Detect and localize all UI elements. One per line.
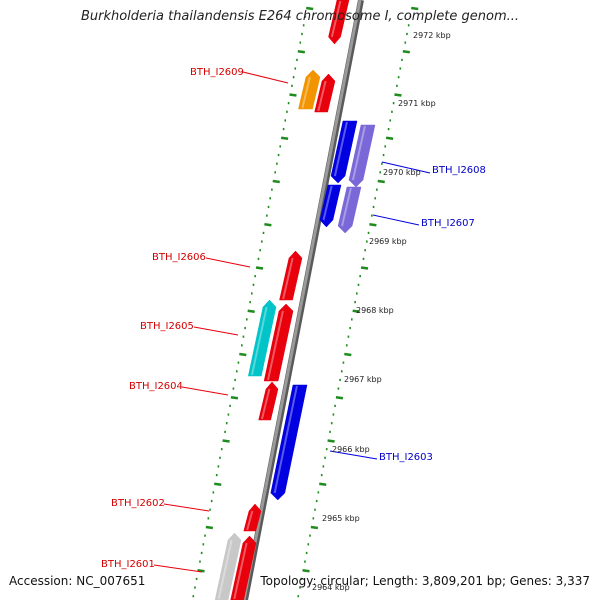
kbp-label: 2970 kbp: [383, 168, 421, 177]
tick-mark: [302, 568, 310, 573]
gene-feature-shine: [351, 125, 366, 181]
tick-mark: [394, 93, 402, 97]
tick-mark: [306, 6, 314, 11]
gene-feature-shine: [322, 185, 333, 221]
gene-label[interactable]: BTH_I2606: [152, 252, 206, 263]
gene-feature[interactable]: [328, 0, 350, 45]
gene-label[interactable]: BTH_I2604: [129, 381, 183, 392]
gene-feature[interactable]: [319, 184, 342, 228]
tick-mark: [297, 49, 306, 54]
gene-feature-shine: [217, 539, 233, 600]
tick-mark: [214, 482, 222, 487]
gene-label[interactable]: BTH_I2608: [432, 165, 486, 176]
kbp-label: 2967 kbp: [344, 375, 382, 384]
tick-mark: [230, 395, 239, 400]
gene-feature[interactable]: [270, 384, 308, 501]
gene-feature[interactable]: [248, 299, 277, 377]
gene-feature[interactable]: [337, 186, 362, 234]
kbp-label: 2968 kbp: [356, 306, 394, 315]
gene-feature-shine: [273, 385, 298, 494]
kbp-labels: 2972 kbp 2971 kbp 2970 kbp 2969 kbp 2968 kbp…: [312, 31, 451, 592]
gene-feature-shine: [341, 187, 352, 227]
gene-label-leader: [381, 161, 431, 174]
tick-mark: [319, 482, 327, 487]
gene-feature-shine: [317, 80, 327, 112]
gene-feature[interactable]: [330, 120, 358, 184]
gene-feature[interactable]: [348, 124, 376, 188]
gene-label-leader: [329, 450, 378, 460]
gene-label-leader: [153, 564, 203, 573]
kbp-label: 2966 kbp: [332, 445, 370, 454]
gene-labels: BTH_I2609 BTH_I2608 BTH_I2607 BTH_I2606 BTH_…: [101, 67, 486, 570]
gene-feature-shine: [301, 76, 311, 109]
tick-mark: [385, 136, 394, 141]
gene-feature[interactable]: [279, 250, 303, 301]
gene-feature-shine: [330, 0, 342, 38]
tick-mark: [335, 395, 344, 400]
map-title: Burkholderia thailandensis E264 chromoso…: [80, 9, 520, 24]
tick-mark: [411, 6, 419, 11]
tick-mark: [310, 525, 319, 530]
tick-mark: [344, 352, 352, 357]
gene-feature[interactable]: [243, 503, 262, 532]
kbp-label: 2964 kbp: [312, 583, 350, 592]
tick-mark: [255, 266, 264, 270]
tick-mark: [205, 525, 214, 530]
tick-mark: [402, 49, 411, 54]
tick-mark: [197, 568, 205, 573]
tick-mark: [327, 439, 335, 443]
gene-label-leader: [242, 71, 289, 84]
gene-feature[interactable]: [263, 303, 294, 382]
gene-label-leader: [193, 326, 239, 336]
tick-mark: [280, 136, 289, 141]
gene-feature-shine: [246, 510, 254, 531]
gene-feature[interactable]: [314, 73, 336, 113]
gene-label-leader: [181, 386, 229, 396]
gene-label[interactable]: BTH_I2605: [140, 321, 194, 332]
tick-track-left: [192, 6, 314, 598]
tick-mark: [222, 439, 230, 443]
gene-features: [214, 0, 376, 601]
gene-label[interactable]: BTH_I2601: [101, 559, 155, 570]
tick-mark: [247, 309, 255, 314]
gene-feature-shine: [233, 542, 248, 600]
gene-label-leaders: [153, 71, 431, 573]
tick-mark: [352, 309, 360, 314]
tick-track-right: [297, 6, 419, 598]
kbp-label: 2965 kbp: [322, 514, 360, 523]
gene-feature[interactable]: [298, 69, 321, 110]
tick-mark: [272, 179, 280, 184]
tick-mark: [264, 222, 272, 227]
gene-label[interactable]: BTH_I2609: [190, 67, 244, 78]
kbp-label: 2972 kbp: [413, 31, 451, 40]
accession-text: Accession: NC_007651: [9, 574, 146, 588]
tick-mark: [289, 93, 297, 97]
tick-mark: [377, 179, 385, 184]
gene-label-leader: [163, 503, 210, 512]
gene-feature-shine: [250, 306, 268, 376]
genome-summary-text: Topology: circular; Length: 3,809,201 bp…: [260, 574, 590, 588]
gene-label[interactable]: BTH_I2607: [421, 218, 475, 229]
kbp-label: 2969 kbp: [369, 237, 407, 246]
gene-label[interactable]: BTH_I2602: [111, 498, 165, 509]
tick-mark: [239, 352, 247, 357]
tick-mark: [369, 222, 377, 227]
tick-mark: [360, 266, 369, 270]
gene-feature-shine: [261, 388, 271, 420]
gene-label[interactable]: BTH_I2603: [379, 452, 433, 463]
kbp-label: 2971 kbp: [398, 99, 436, 108]
gene-feature-shine: [267, 310, 284, 381]
gene-label-leader: [372, 214, 420, 226]
gene-feature-shine: [282, 257, 294, 300]
gene-feature[interactable]: [258, 381, 279, 421]
gene-feature-shine: [333, 121, 348, 177]
backbone: [242, 0, 364, 601]
gene-label-leader: [205, 257, 251, 268]
